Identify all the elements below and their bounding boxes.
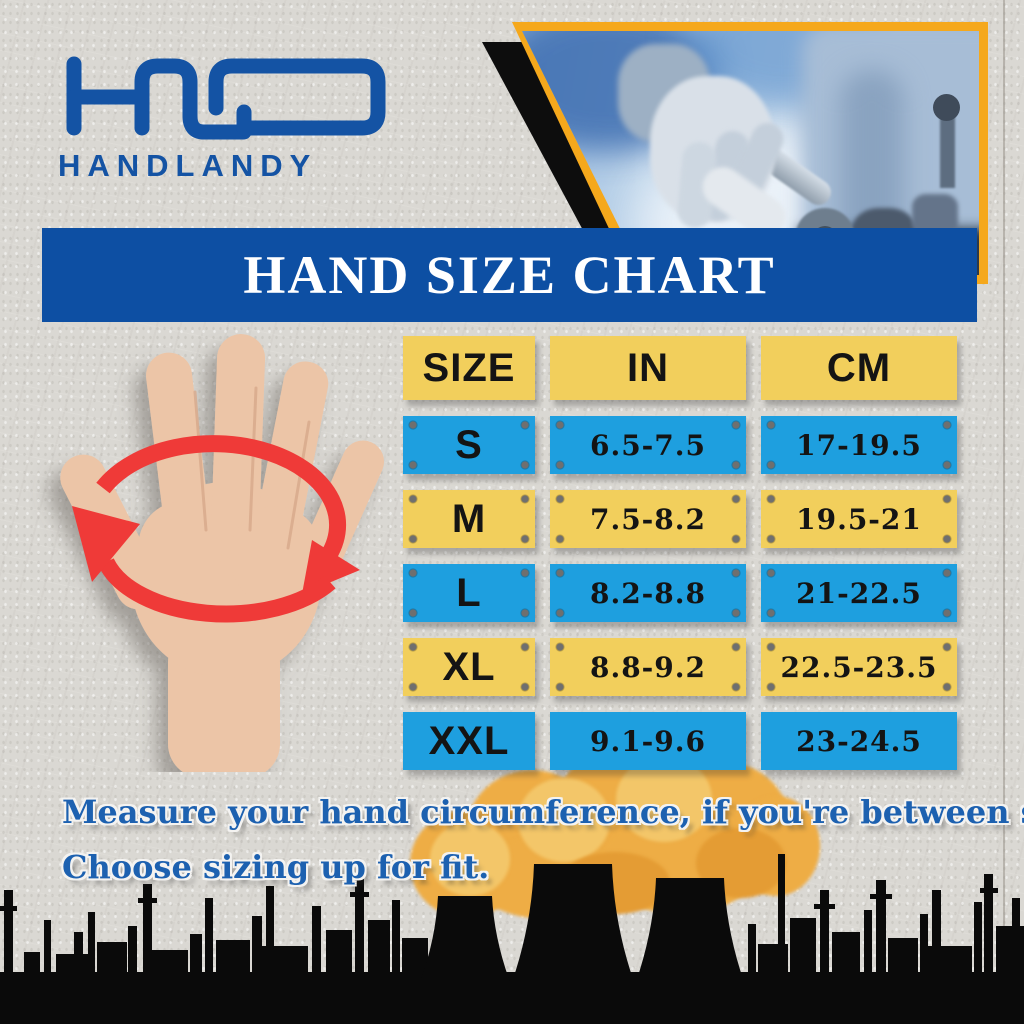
table-row-s-size: S (403, 416, 535, 474)
table-row-xxl-in: 9.1-9.6 (550, 712, 746, 770)
page-title: HAND SIZE CHART (243, 245, 776, 305)
column-header-size: SIZE (403, 336, 535, 400)
hand-measurement-figure (28, 330, 400, 778)
table-row-m-size: M (403, 490, 535, 548)
table-row-xl-in: 8.8-9.2 (550, 638, 746, 696)
table-row-m-in: 7.5-8.2 (550, 490, 746, 548)
brand-monogram-icon (66, 56, 386, 140)
brand-logo: HANDLANDY (58, 52, 394, 184)
table-row-xl-size: XL (403, 638, 535, 696)
table-row-l-in: 8.2-8.8 (550, 564, 746, 622)
table-row-l-size: L (403, 564, 535, 622)
table-row-xl-cm: 22.5-23.5 (761, 638, 957, 696)
rotate-arrow-icon (72, 435, 360, 623)
industrial-skyline-silhouette (0, 854, 1024, 1024)
table-row-s-cm: 17-19.5 (761, 416, 957, 474)
brand-name: HANDLANDY (58, 148, 318, 183)
sizing-note-line1: Measure your hand circumference, if you'… (62, 793, 1024, 831)
column-header-in: IN (550, 336, 746, 400)
table-row-m-cm: 19.5-21 (761, 490, 957, 548)
table-row-xxl-cm: 23-24.5 (761, 712, 957, 770)
background-seam (1003, 0, 1005, 1024)
title-banner: HAND SIZE CHART (42, 228, 977, 322)
sizing-note-line2: Choose sizing up for fit. (62, 848, 490, 886)
size-chart-table: SIZE IN CM S 6.5-7.5 17-19.5 M 7.5-8.2 1… (403, 336, 957, 770)
table-row-xxl-size: XXL (403, 712, 535, 770)
table-row-s-in: 6.5-7.5 (550, 416, 746, 474)
factory-smoke-graphic (410, 744, 820, 919)
table-row-l-cm: 21-22.5 (761, 564, 957, 622)
column-header-cm: CM (761, 336, 957, 400)
